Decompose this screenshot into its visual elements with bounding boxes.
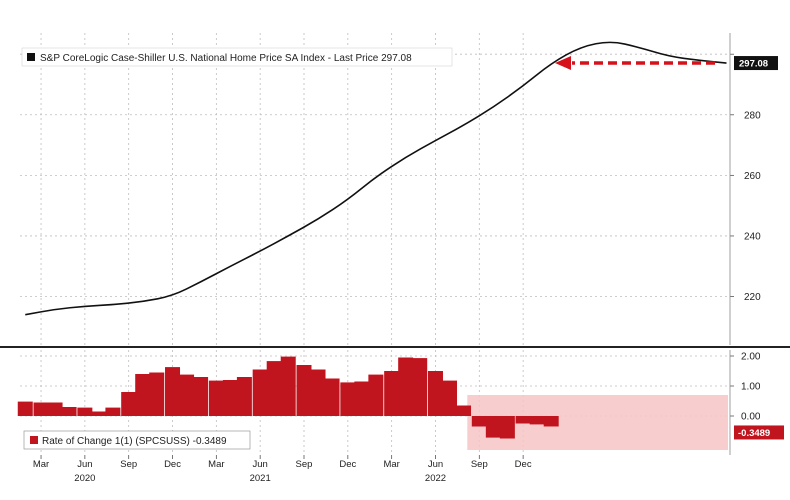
rate-bar — [33, 402, 49, 416]
rate-bar — [91, 411, 107, 416]
bottom-y-tick-label: 2.00 — [741, 352, 761, 363]
bottom-y-axis: 2.00 1.00 0.00 — [729, 350, 761, 455]
top-y-tick-label: 280 — [744, 110, 761, 121]
x-year-label: 2020 — [74, 473, 95, 484]
x-tick-label: Dec — [164, 459, 181, 470]
top-grid — [20, 33, 730, 345]
x-tick-label: Sep — [471, 459, 488, 470]
bottom-last-value-text: -0.3489 — [738, 428, 770, 439]
top-y-axis: 220 240 260 280 — [729, 33, 761, 345]
x-tick-label: Mar — [383, 459, 399, 470]
rate-bar — [529, 416, 545, 425]
rate-bar — [368, 374, 384, 416]
x-tick-label: Dec — [515, 459, 532, 470]
x-tick-label: Dec — [339, 459, 356, 470]
rate-bar — [280, 356, 296, 416]
x-tick-label: Jun — [428, 459, 443, 470]
bottom-legend-box — [23, 430, 251, 450]
bottom-y-tick-label: 1.00 — [741, 382, 761, 393]
x-year-label: 2021 — [250, 473, 271, 484]
bottom-last-value-label: -0.3489 — [734, 425, 784, 440]
rate-bar — [193, 377, 209, 416]
rate-bar — [354, 381, 370, 416]
bottom-legend: Rate of Change 1(1) (SPCSUSS) -0.3489 — [23, 430, 251, 450]
rate-bar — [105, 407, 121, 416]
rate-bar — [543, 416, 559, 427]
rate-bar — [121, 392, 137, 416]
x-tick-label: Sep — [120, 459, 137, 470]
last-price-arrow — [555, 56, 715, 71]
bottom-last-value-box — [734, 425, 784, 440]
rate-bar — [324, 378, 340, 416]
rate-bar — [61, 407, 77, 416]
top-y-tick-label: 260 — [744, 171, 761, 182]
top-last-value-text: 297.08 — [739, 59, 768, 70]
rate-bar — [412, 358, 428, 416]
rate-bar — [266, 361, 282, 416]
rate-bar — [77, 407, 93, 416]
x-tick-label: Jun — [253, 459, 268, 470]
rate-bar — [340, 382, 356, 416]
rate-bar — [236, 377, 252, 416]
rate-bar — [456, 405, 472, 416]
top-last-value-box — [734, 56, 778, 71]
x-axis: Mar Jun Sep Dec Mar Jun Sep Dec Mar Jun Sep Dec 2020… — [33, 455, 532, 484]
rate-bar — [208, 380, 224, 416]
top-legend-swatch — [27, 53, 35, 61]
rate-bar — [179, 374, 195, 416]
bottom-legend-text: Rate of Change 1(1) (SPCSUSS) -0.3489 — [42, 436, 227, 447]
rate-bar — [499, 416, 515, 439]
rate-bar — [442, 380, 458, 416]
rate-bar — [165, 367, 181, 416]
top-legend-box — [21, 47, 453, 67]
top-legend: S&P CoreLogic Case-Shiller U.S. National… — [21, 47, 453, 67]
x-tick-label: Mar — [208, 459, 224, 470]
bottom-legend-swatch — [30, 436, 38, 444]
x-year-label: 2022 — [425, 473, 446, 484]
rate-of-change-bars — [17, 356, 559, 439]
bottom-y-tick-label: 0.00 — [741, 412, 761, 423]
rate-bar — [471, 416, 487, 427]
price-line — [25, 41, 727, 316]
rate-bar — [47, 402, 63, 416]
rate-bar — [222, 380, 238, 416]
x-tick-label: Jun — [77, 459, 92, 470]
rate-bar — [310, 369, 326, 416]
rate-bar — [296, 365, 312, 416]
rate-bar — [17, 401, 33, 416]
rate-bar — [252, 369, 268, 416]
top-last-value-label: 297.08 — [734, 56, 778, 71]
x-tick-label: Mar — [33, 459, 49, 470]
rate-bar — [135, 374, 151, 416]
top-y-tick-label: 220 — [744, 292, 761, 303]
top-legend-text: S&P CoreLogic Case-Shiller U.S. National… — [40, 53, 412, 64]
rate-bar — [515, 416, 531, 424]
rate-bar — [384, 371, 400, 416]
rate-bar — [427, 371, 443, 416]
rate-bar — [485, 416, 501, 438]
rate-bar — [149, 372, 165, 416]
x-tick-label: Sep — [296, 459, 313, 470]
rate-bar — [398, 357, 414, 416]
arrow-head — [555, 56, 571, 71]
top-y-tick-label: 240 — [744, 231, 761, 242]
